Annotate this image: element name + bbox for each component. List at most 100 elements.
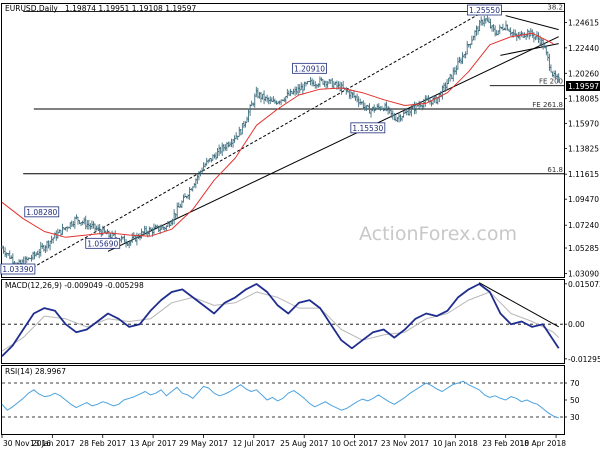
price-bar: [242, 120, 246, 129]
price-bar: [255, 86, 258, 98]
price-tick-label: 1.07240: [568, 221, 599, 230]
price-bar: [456, 57, 460, 70]
price-bar: [413, 101, 416, 115]
price-label-1: 1.20910: [294, 64, 325, 73]
price-bar: [300, 82, 303, 91]
price-bar: [304, 81, 308, 87]
price-bar: [497, 30, 500, 36]
price-label-box-3: [24, 206, 60, 218]
price-bar: [317, 83, 320, 88]
price-bar: [180, 200, 184, 209]
price-bar: [234, 132, 238, 140]
price-bar: [458, 56, 461, 63]
price-bar: [69, 222, 72, 230]
price-bar: [493, 25, 497, 37]
fib-label-3: 61.8: [547, 166, 563, 174]
price-bar: [172, 209, 176, 225]
price-bar: [205, 157, 208, 166]
price-bar: [65, 226, 69, 232]
price-bar: [182, 194, 185, 203]
price-bar: [492, 24, 495, 32]
trendlines: [28, 10, 559, 271]
price-bar: [354, 95, 357, 101]
price-bar: [2, 245, 5, 254]
price-bar: [39, 241, 42, 257]
last-price-label: 1.19597: [568, 82, 599, 91]
date-tick-label: 23 Nov 2017: [381, 439, 429, 448]
price-bar: [310, 78, 314, 87]
price-bar: [82, 217, 86, 225]
price-bar: [445, 79, 449, 91]
macd-panel-frame: [1, 279, 565, 364]
price-bar: [219, 146, 222, 154]
price-bar: [5, 252, 8, 258]
price-bar: [402, 110, 405, 118]
price-bar: [365, 105, 368, 111]
price-bar: [526, 28, 529, 38]
price-bar: [227, 141, 230, 148]
date-tick-label: 13 Jan 2017: [30, 439, 75, 448]
rsi-tick-label: 70: [570, 379, 580, 388]
price-bar: [261, 93, 264, 100]
macd-lines: [1, 282, 564, 357]
price-bar: [355, 93, 359, 103]
price-bar: [42, 244, 46, 252]
price-bar: [464, 51, 467, 59]
fib-levels: 38.2 FE 200 FE 261.8 61.8: [23, 4, 564, 175]
price-bar: [289, 88, 292, 97]
macd-trendline: [478, 282, 559, 328]
price-label-box-4: [85, 237, 121, 249]
price-bar: [214, 152, 218, 160]
rsi-panel-frame: [1, 365, 565, 435]
price-bar: [47, 240, 50, 249]
price-bar: [250, 100, 253, 107]
price-bar: [475, 25, 478, 36]
date-tick-label: 10 Jan 2018: [433, 439, 478, 448]
price-bars: [0, 15, 560, 269]
price-bar: [220, 142, 224, 157]
price-bar: [357, 96, 360, 108]
price-bar: [383, 102, 387, 111]
price-bar: [258, 91, 261, 99]
price-bar: [498, 24, 501, 35]
price-bar: [549, 64, 553, 73]
price-bar: [557, 73, 560, 83]
price-bar: [241, 123, 244, 135]
price-bar: [509, 27, 512, 36]
rsi-line: [1, 380, 559, 419]
price-bar: [48, 240, 52, 251]
last-price-box: [566, 81, 600, 91]
price-bar: [351, 92, 354, 99]
price-bar: [143, 225, 146, 234]
date-tick-label: 29 May 2017: [179, 439, 228, 448]
price-bar: [84, 215, 87, 230]
price-tick-label: 1.15970: [568, 119, 599, 128]
rsi-tick-label: 50: [570, 396, 580, 405]
price-bar: [272, 96, 275, 103]
price-bar: [515, 33, 519, 42]
price-bar: [196, 174, 199, 184]
price-bar: [368, 103, 371, 114]
price-label-5: 1.03390: [2, 265, 33, 274]
macd-tick-label: 0.00: [568, 320, 585, 329]
price-bar: [216, 148, 219, 159]
price-bar: [436, 97, 439, 105]
price-bar: [546, 51, 550, 61]
price-bar: [61, 223, 64, 235]
price-bar: [452, 67, 455, 82]
price-label-box-1: [292, 62, 327, 74]
price-bar: [123, 235, 126, 243]
moving-average-line: [1, 32, 554, 238]
price-bar: [259, 92, 263, 103]
price-labels: 1.25550 1.20910 1.15530 1.08280 1.05690 1.033…: [0, 4, 502, 275]
date-tick-label: 25 Aug 2017: [280, 439, 328, 448]
macd-header: MACD(12,26,9) -0.009049 -0.005298: [5, 281, 144, 290]
price-panel-frame: [1, 3, 565, 278]
price-bar: [95, 225, 98, 231]
price-label-0: 1.25550: [469, 6, 500, 15]
price-bar: [140, 228, 143, 239]
triangle-line-0: [505, 15, 559, 31]
price-bar: [273, 98, 277, 104]
price-tick-label: 1.09470: [568, 195, 599, 204]
macd-tick-label: 0.015073: [568, 280, 600, 289]
